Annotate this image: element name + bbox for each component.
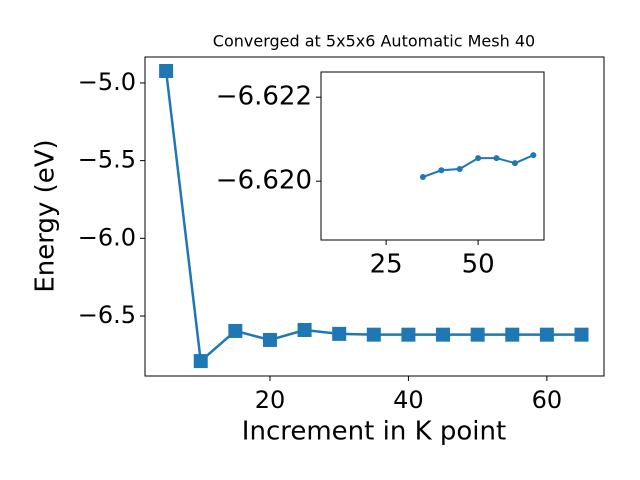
marker xyxy=(366,327,381,342)
plot-group xyxy=(159,63,589,369)
x-tick-label: 25 xyxy=(370,250,403,280)
marker xyxy=(470,327,485,342)
plot-area xyxy=(321,72,544,240)
x-tick-label: 40 xyxy=(393,386,424,414)
axes-frame xyxy=(144,56,605,377)
y-tick-label: −5.0 xyxy=(78,68,136,96)
marker xyxy=(530,152,537,159)
marker xyxy=(493,155,500,162)
marker xyxy=(297,323,312,338)
marker xyxy=(539,327,554,342)
marker xyxy=(332,326,347,341)
marker xyxy=(159,63,174,78)
marker xyxy=(419,174,426,180)
chart-title: Converged at 5x5x6 Automatic Mesh 40 xyxy=(213,32,535,51)
marker xyxy=(456,166,463,173)
y-tick-label: −6.620 xyxy=(216,166,312,196)
plot-group xyxy=(419,152,537,180)
marker xyxy=(511,160,518,167)
marker xyxy=(228,323,243,338)
x-tick-label: 20 xyxy=(255,386,286,414)
y-tick-label: −6.0 xyxy=(78,223,136,251)
y-tick-label: −6.5 xyxy=(78,301,136,329)
x-tick-label: 60 xyxy=(532,386,563,414)
marker xyxy=(436,327,451,342)
y-axis-label: Energy (eV) xyxy=(31,139,61,292)
marker xyxy=(574,327,589,342)
axes-frame xyxy=(320,71,545,241)
y-tick-label: −6.622 xyxy=(216,82,312,112)
x-axis-label: Increment in K point xyxy=(242,417,506,447)
marker xyxy=(262,332,277,347)
marker xyxy=(438,167,445,174)
marker xyxy=(475,155,482,162)
marker xyxy=(401,327,416,342)
y-tick-label: −5.5 xyxy=(78,146,136,174)
marker xyxy=(193,354,208,369)
marker xyxy=(505,327,520,342)
x-tick-label: 50 xyxy=(462,250,495,280)
